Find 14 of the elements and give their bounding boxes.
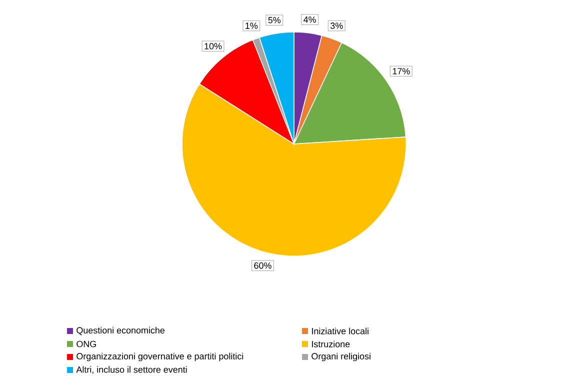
data-label: 5% (268, 16, 281, 24)
data-label: 60% (254, 262, 272, 269)
data-label: 4% (304, 16, 316, 23)
legend-label: Organi religiosi (312, 352, 370, 362)
legend-label: ONG (76, 340, 96, 348)
legend-label: Istruzione (312, 340, 350, 348)
legend-label: Altri, incluso il settore eventi (76, 366, 187, 374)
data-label: 3% (330, 22, 343, 29)
legend-label: Questioni economiche (76, 326, 165, 336)
legend-label: Iniziative locali (312, 328, 368, 334)
legend-label: Organizzazioni governative e partiti politici (76, 352, 244, 362)
data-label: 1% (246, 22, 258, 29)
data-label: 17% (392, 68, 410, 74)
data-label: 10% (204, 42, 222, 50)
